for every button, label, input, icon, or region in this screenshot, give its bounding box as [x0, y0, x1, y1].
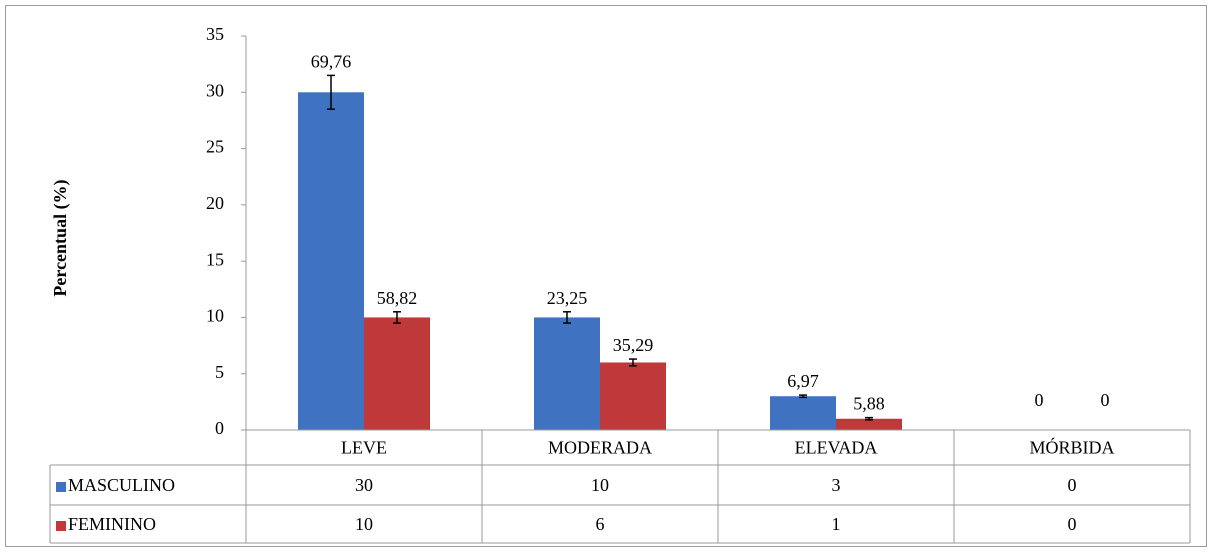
y-tick-label: 35	[206, 24, 224, 44]
y-tick-label: 0	[215, 418, 224, 438]
table-value: 0	[1068, 475, 1077, 495]
y-tick-label: 30	[206, 80, 224, 100]
x-tick-label: ELEVADA	[795, 438, 878, 458]
y-tick-label: 15	[206, 249, 224, 269]
bar	[534, 317, 600, 430]
data-label: 35,29	[613, 335, 654, 355]
y-tick-label: 25	[206, 137, 224, 157]
y-tick-label: 20	[206, 193, 224, 213]
x-tick-label: MODERADA	[548, 438, 652, 458]
y-tick-label: 5	[215, 362, 224, 382]
data-label: 69,76	[311, 52, 352, 72]
table-value: 30	[355, 475, 373, 495]
data-label: 23,25	[547, 288, 588, 308]
x-tick-label: LEVE	[341, 438, 387, 458]
data-label: 6,97	[787, 371, 819, 391]
table-value: 1	[832, 514, 841, 534]
legend-key	[56, 521, 66, 531]
bar	[298, 92, 364, 431]
table-value: 10	[355, 514, 373, 534]
data-label: 0	[1035, 390, 1044, 410]
bar	[836, 418, 902, 430]
data-label: 0	[1101, 390, 1110, 410]
legend-label: FEMININO	[68, 514, 156, 534]
legend-label: MASCULINO	[68, 475, 175, 495]
table-value: 10	[591, 475, 609, 495]
y-axis-label: Percentual (%)	[50, 179, 71, 296]
bar	[600, 362, 666, 430]
table-value: 3	[832, 475, 841, 495]
table-value: 6	[596, 514, 605, 534]
x-tick-label: MÓRBIDA	[1029, 437, 1114, 458]
y-tick-label: 10	[206, 306, 224, 326]
bar	[364, 317, 430, 430]
table-value: 0	[1068, 514, 1077, 534]
bar	[770, 396, 836, 430]
chart-border	[5, 5, 1207, 547]
legend-key	[56, 482, 66, 492]
data-label: 5,88	[853, 394, 885, 414]
data-label: 58,82	[377, 288, 418, 308]
